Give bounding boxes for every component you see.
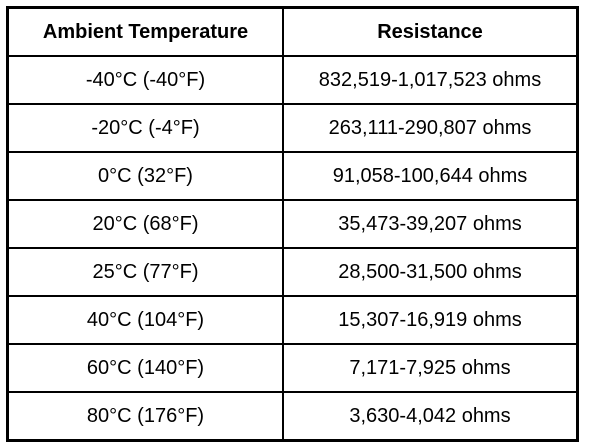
resistance-cell: 3,630-4,042 ohms: [282, 391, 579, 442]
table-row: -20°C (-4°F) 263,111-290,807 ohms: [6, 103, 579, 153]
table-row: 20°C (68°F) 35,473-39,207 ohms: [6, 199, 579, 249]
temperature-cell: 80°C (176°F): [6, 391, 284, 442]
table-row: 80°C (176°F) 3,630-4,042 ohms: [6, 391, 579, 442]
temperature-cell: 25°C (77°F): [6, 247, 284, 297]
resistance-table: Ambient Temperature Resistance -40°C (-4…: [6, 6, 579, 442]
temperature-cell: 60°C (140°F): [6, 343, 284, 393]
table-body: -40°C (-40°F) 832,519-1,017,523 ohms -20°C…: [6, 55, 579, 442]
temperature-cell: -20°C (-4°F): [6, 103, 284, 153]
table-row: 0°C (32°F) 91,058-100,644 ohms: [6, 151, 579, 201]
header-row: Ambient Temperature Resistance: [6, 6, 579, 57]
temperature-cell: -40°C (-40°F): [6, 55, 284, 105]
resistance-cell: 91,058-100,644 ohms: [282, 151, 579, 201]
temperature-cell: 20°C (68°F): [6, 199, 284, 249]
table-row: -40°C (-40°F) 832,519-1,017,523 ohms: [6, 55, 579, 105]
table-row: 60°C (140°F) 7,171-7,925 ohms: [6, 343, 579, 393]
resistance-cell: 28,500-31,500 ohms: [282, 247, 579, 297]
temperature-cell: 0°C (32°F): [6, 151, 284, 201]
header-cell: Ambient Temperature: [6, 6, 284, 57]
resistance-cell: 15,307-16,919 ohms: [282, 295, 579, 345]
table-row: 40°C (104°F) 15,307-16,919 ohms: [6, 295, 579, 345]
table-row: 25°C (77°F) 28,500-31,500 ohms: [6, 247, 579, 297]
header-cell: Resistance: [282, 6, 579, 57]
resistance-cell: 35,473-39,207 ohms: [282, 199, 579, 249]
resistance-cell: 263,111-290,807 ohms: [282, 103, 579, 153]
temperature-cell: 40°C (104°F): [6, 295, 284, 345]
resistance-cell: 832,519-1,017,523 ohms: [282, 55, 579, 105]
resistance-cell: 7,171-7,925 ohms: [282, 343, 579, 393]
